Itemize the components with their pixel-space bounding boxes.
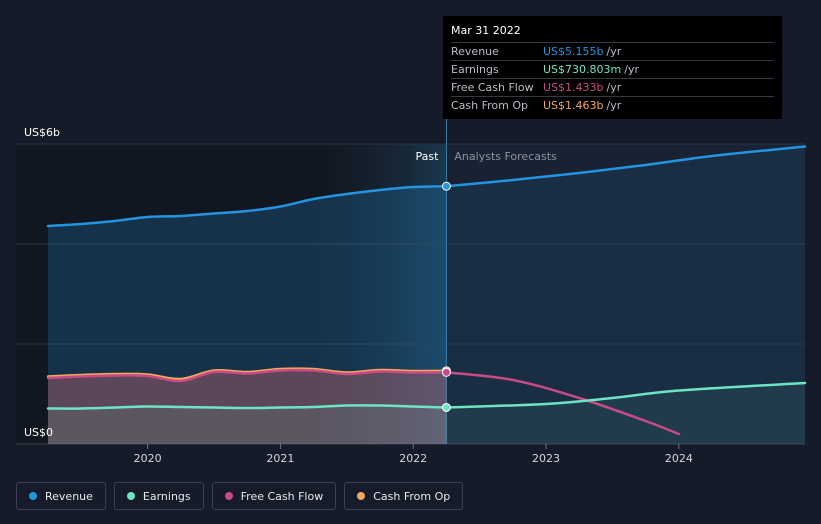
tooltip-value: US$1.433b — [543, 81, 604, 94]
revenue-forecast-line — [445, 145, 807, 188]
revenue-past-area — [48, 186, 447, 444]
cash-from-op-past-area — [48, 368, 447, 444]
tooltip-unit: /yr — [606, 81, 622, 94]
legend-item-cash-from-op[interactable]: Cash From Op — [344, 482, 464, 510]
free-cash-flow-marker — [441, 367, 451, 377]
earnings-past-area — [48, 405, 447, 444]
forecast-region — [446, 144, 805, 444]
tooltip-value: US$5.155b — [543, 45, 604, 58]
tooltip-row-free-cash-flow: Free Cash Flow US$1.433b /yr — [451, 78, 774, 96]
tooltip-date: Mar 31 2022 — [451, 24, 521, 37]
tooltip-label: Cash From Op — [451, 99, 529, 112]
legend-item-earnings[interactable]: Earnings — [113, 482, 204, 510]
tooltip-row-revenue: Revenue US$5.155b /yr — [451, 42, 774, 60]
tooltip-row-earnings: Earnings US$730.803m /yr — [451, 60, 774, 78]
earnings-forecast-line — [445, 381, 807, 409]
revenue-dot-icon — [29, 492, 37, 500]
legend-label: Earnings — [142, 489, 191, 503]
tooltip-value: US$1.463b — [543, 99, 604, 112]
tooltip-unit: /yr — [606, 99, 622, 112]
forecast-label: Analysts Forecasts — [454, 150, 557, 163]
revenue-forecast-area — [446, 146, 805, 444]
legend-item-revenue[interactable]: Revenue — [16, 482, 106, 510]
past-label: Past — [415, 150, 439, 163]
cash-from-op-past-line — [46, 367, 448, 381]
tooltip-unit: /yr — [624, 63, 639, 76]
legend: Revenue Earnings Free Cash Flow Cash Fro… — [16, 482, 464, 510]
legend-item-free-cash-flow[interactable]: Free Cash Flow — [211, 482, 337, 510]
revenue-past-line — [46, 185, 448, 228]
x-tick-label: 2023 — [532, 452, 560, 465]
x-tick-label: 2022 — [399, 452, 427, 465]
cash-from-op-dot-icon — [357, 492, 366, 500]
free-cash-flow-forecast-line — [445, 371, 681, 436]
earnings-dot-icon — [126, 492, 135, 500]
x-tick-label: 2024 — [665, 452, 693, 465]
y-axis-label-top: US$6b — [24, 126, 60, 139]
free-cash-flow-dot-icon — [224, 492, 233, 500]
tooltip-label: Revenue — [451, 45, 499, 58]
tooltip-unit: /yr — [606, 45, 622, 58]
tooltip: Mar 31 2022 Revenue US$5.155b /yr Earnin… — [443, 16, 782, 119]
legend-label: Cash From Op — [373, 489, 451, 503]
tooltip-value: US$730.803m — [543, 63, 622, 76]
y-axis-label-bottom: US$0 — [24, 426, 53, 439]
tooltip-label: Earnings — [451, 63, 499, 76]
legend-label: Free Cash Flow — [240, 489, 324, 503]
tooltip-label: Free Cash Flow — [451, 81, 534, 94]
x-tick-label: 2021 — [266, 452, 294, 465]
revenue-marker — [441, 181, 451, 191]
legend-label: Revenue — [45, 489, 93, 503]
earnings-marker — [441, 402, 451, 412]
highlight-region — [313, 144, 447, 444]
tooltip-row-cash-from-op: Cash From Op US$1.463b /yr — [451, 96, 774, 114]
x-tick-label: 2020 — [134, 452, 162, 465]
free-cash-flow-past-line — [46, 368, 448, 383]
earnings-past-line — [46, 404, 448, 410]
